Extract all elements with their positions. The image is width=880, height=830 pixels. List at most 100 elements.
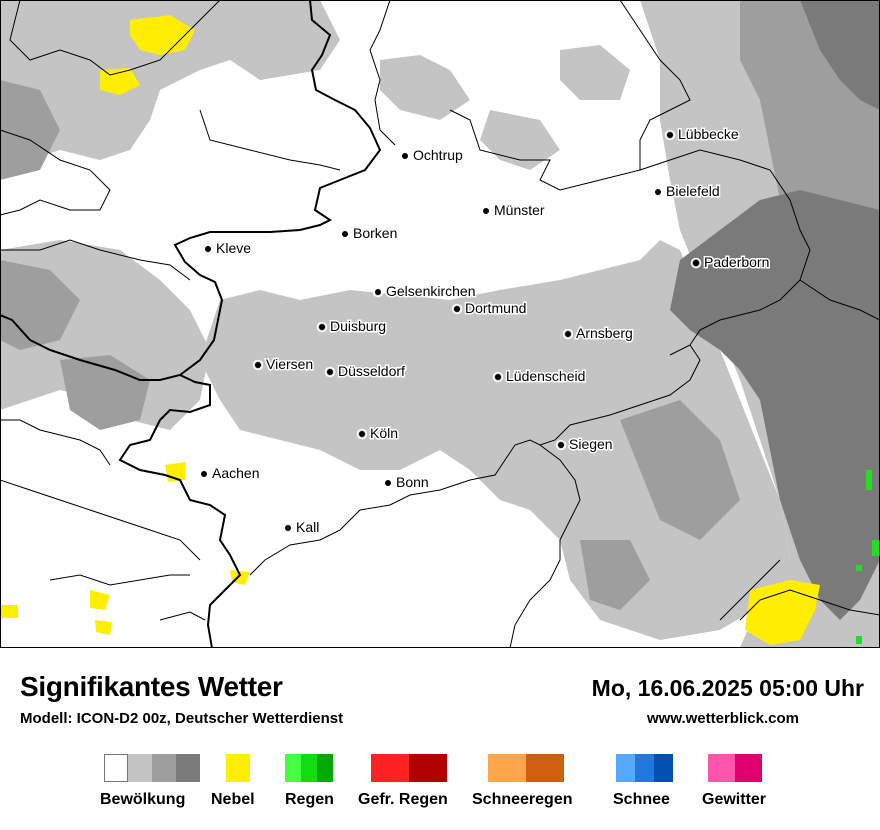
city-dot-halo <box>664 129 676 141</box>
city-label: Kall <box>296 519 319 535</box>
city-label: Lüdenscheid <box>506 368 585 384</box>
state-border <box>799 279 880 321</box>
border-layer <box>0 0 880 649</box>
city-marker: Kall <box>282 518 321 537</box>
legend-bewoelkung <box>104 754 200 782</box>
city-marker: Bielefeld <box>652 182 721 201</box>
legend-label-bewoelkung: Bewölkung <box>100 791 186 808</box>
legend-label-schnee: Schnee <box>613 791 670 808</box>
city-marker: Bonn <box>382 473 430 492</box>
legend-swatch <box>176 754 200 782</box>
city-dot-halo <box>324 366 336 378</box>
legend-swatch <box>301 754 317 782</box>
legend-swatch <box>654 754 673 782</box>
city-dot <box>495 374 501 380</box>
city-layer: Ochtrup Lübbecke Bielefeld Münster Borken Kle… <box>198 125 771 537</box>
city-dot-halo <box>372 286 384 298</box>
city-dot <box>385 480 391 486</box>
region-border <box>0 479 201 561</box>
legend-swatch <box>488 754 526 782</box>
city-dot <box>255 362 261 368</box>
city-marker: Paderborn <box>690 253 771 272</box>
city-dot-halo <box>652 186 664 198</box>
city-label: Bonn <box>396 474 429 490</box>
region-border <box>0 129 111 216</box>
city-dot <box>205 246 211 252</box>
city-dot-halo <box>282 522 294 534</box>
legend-gewitter <box>708 754 762 782</box>
fog-patch <box>90 590 110 610</box>
cloud-region-light <box>200 240 790 640</box>
rain-layer <box>856 470 880 644</box>
city-dot-halo <box>690 257 702 269</box>
legend-regen <box>285 754 333 782</box>
national-border <box>0 0 382 381</box>
legend-swatches <box>616 754 673 782</box>
region-border <box>719 559 781 621</box>
city-label: Ochtrup <box>413 147 463 163</box>
state-border <box>509 444 581 649</box>
city-dot <box>402 153 408 159</box>
city-label: Arnsberg <box>576 325 633 341</box>
city-dot <box>667 132 673 138</box>
city-label: Münster <box>494 202 545 218</box>
city-dot-halo <box>399 150 411 162</box>
cloud-region-mid <box>580 540 650 610</box>
city-dot-halo <box>339 228 351 240</box>
city-dot <box>342 231 348 237</box>
city-dot <box>565 331 571 337</box>
city-label: Kleve <box>216 240 251 256</box>
city-label: Borken <box>353 225 397 241</box>
city-marker: Borken <box>339 224 399 243</box>
city-marker: Münster <box>480 201 546 220</box>
city-dot <box>655 189 661 195</box>
legend-swatch <box>635 754 654 782</box>
city-marker: Siegen <box>555 435 614 454</box>
legend-swatch <box>128 754 152 782</box>
cloud-region-mid <box>620 400 740 540</box>
city-marker: Kleve <box>202 239 253 258</box>
state-border <box>639 149 811 356</box>
city-marker: Viersen <box>252 355 315 374</box>
city-dot-halo <box>316 321 328 333</box>
city-dot <box>558 442 564 448</box>
city-dot-halo <box>492 371 504 383</box>
legend-swatch <box>104 754 128 782</box>
city-label: Bielefeld <box>666 183 720 199</box>
city-dot <box>201 471 207 477</box>
legend-swatches <box>104 754 200 782</box>
city-marker: Dortmund <box>451 299 528 318</box>
cloud-region-light <box>0 0 340 170</box>
region-border <box>0 239 191 281</box>
city-dot <box>454 306 460 312</box>
legend-swatch <box>152 754 176 782</box>
legend-label-nebel: Nebel <box>211 791 255 808</box>
model-info: Modell: ICON-D2 00z, Deutscher Wetterdie… <box>20 710 344 727</box>
fog-patch <box>95 620 112 635</box>
website-link[interactable]: www.wetterblick.com <box>647 710 799 727</box>
cloud-region-mid <box>0 80 60 180</box>
city-label: Düsseldorf <box>338 363 405 379</box>
city-dot <box>327 369 333 375</box>
legend-swatches <box>708 754 762 782</box>
city-dot-halo <box>382 477 394 489</box>
city-marker: Duisburg <box>316 317 388 336</box>
legend-swatch <box>317 754 333 782</box>
city-label: Lübbecke <box>678 126 739 142</box>
city-dot <box>693 260 699 266</box>
city-marker: Arnsberg <box>562 324 634 343</box>
fog-patch <box>0 605 18 618</box>
city-label: Dortmund <box>465 300 526 316</box>
weather-map: Ochtrup Lübbecke Bielefeld Münster Borken Kle… <box>0 0 880 649</box>
city-dot-halo <box>198 468 210 480</box>
region-border <box>0 419 111 466</box>
legend-gefr-regen <box>371 754 447 782</box>
rain-patch <box>872 540 880 556</box>
city-dot-halo <box>202 243 214 255</box>
region-border <box>49 574 190 586</box>
legend-schneeregen <box>488 754 564 782</box>
map-title: Signifikantes Wetter <box>20 671 283 702</box>
city-dot <box>359 431 365 437</box>
map-canvas: Ochtrup Lübbecke Bielefeld Münster Borken Kle… <box>0 0 880 649</box>
city-label: Siegen <box>569 436 613 452</box>
